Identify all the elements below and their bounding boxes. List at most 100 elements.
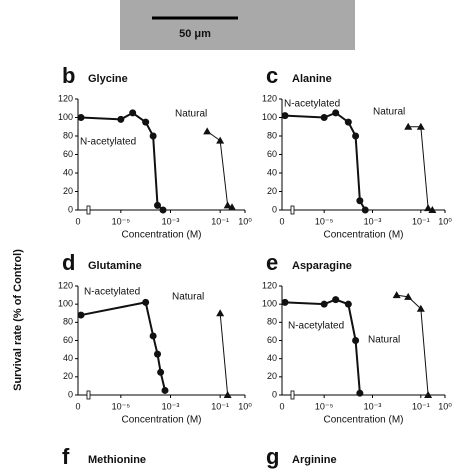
x-tick-label: 10⁰ bbox=[238, 401, 252, 411]
fit-line bbox=[284, 111, 367, 211]
point bbox=[216, 136, 225, 144]
x-zero-label: 0 bbox=[75, 401, 80, 411]
point bbox=[281, 112, 289, 120]
y-tick-label: 80 bbox=[63, 317, 73, 327]
point bbox=[77, 114, 85, 121]
panel-title: Glutamine bbox=[88, 260, 142, 272]
point bbox=[416, 122, 425, 130]
x-tick-label: 10⁻¹ bbox=[211, 401, 229, 411]
fit-line bbox=[284, 298, 361, 394]
x-tick-label: 10⁻¹ bbox=[412, 401, 430, 411]
x-axis-label: Concentration (M) bbox=[323, 230, 403, 241]
x-axis-label: Concentration (M) bbox=[323, 415, 403, 426]
axis-break bbox=[86, 205, 91, 215]
panel-title: Methionine bbox=[88, 454, 146, 466]
panel-letter: f bbox=[62, 444, 70, 469]
series-label: N-acetylated bbox=[80, 137, 136, 148]
x-tick-label: 10⁻³ bbox=[364, 401, 382, 411]
point bbox=[424, 391, 433, 398]
y-tick-label: 120 bbox=[58, 93, 73, 103]
point bbox=[223, 391, 232, 398]
point bbox=[117, 115, 125, 123]
point bbox=[344, 118, 352, 126]
scale-label: 50 μm bbox=[179, 28, 211, 40]
y-tick-label: 0 bbox=[68, 389, 73, 399]
point bbox=[154, 350, 162, 358]
point bbox=[404, 292, 413, 300]
micrograph bbox=[120, 0, 355, 50]
y-tick-label: 0 bbox=[272, 204, 277, 214]
x-tick-label: 10⁻⁵ bbox=[112, 401, 131, 411]
x-zero-label: 0 bbox=[279, 401, 284, 411]
series-label: Natural bbox=[368, 335, 400, 346]
point bbox=[149, 132, 157, 140]
point bbox=[77, 311, 85, 319]
point bbox=[159, 206, 167, 214]
y-tick-label: 100 bbox=[262, 299, 277, 309]
point bbox=[223, 201, 232, 209]
y-tick-label: 20 bbox=[267, 371, 277, 381]
series-label: N-acetylated bbox=[284, 99, 340, 110]
x-axis-label: Concentration (M) bbox=[121, 230, 201, 241]
point bbox=[149, 332, 157, 340]
series-label: N-acetylated bbox=[288, 321, 344, 332]
point bbox=[361, 206, 369, 214]
x-zero-label: 0 bbox=[279, 216, 284, 226]
x-tick-label: 10⁻¹ bbox=[211, 216, 229, 226]
panel-letter: g bbox=[266, 444, 279, 469]
point bbox=[320, 300, 328, 308]
fit-line bbox=[219, 313, 229, 396]
x-tick-label: 10⁰ bbox=[438, 401, 452, 411]
x-zero-label: 0 bbox=[75, 216, 80, 226]
y-tick-label: 60 bbox=[63, 335, 73, 345]
axis-break bbox=[86, 390, 91, 400]
point bbox=[161, 386, 169, 394]
point bbox=[344, 300, 352, 308]
y-tick-label: 20 bbox=[267, 186, 277, 196]
y-tick-label: 60 bbox=[267, 335, 277, 345]
x-tick-label: 10⁻⁵ bbox=[315, 401, 334, 411]
x-tick-label: 10⁰ bbox=[238, 216, 252, 226]
point bbox=[142, 298, 150, 306]
point bbox=[142, 118, 150, 126]
point bbox=[356, 389, 364, 397]
x-tick-label: 10⁰ bbox=[438, 216, 452, 226]
point bbox=[416, 304, 425, 312]
point bbox=[281, 298, 289, 306]
y-tick-label: 0 bbox=[68, 204, 73, 214]
fit-line bbox=[80, 301, 166, 391]
panel-letter: d bbox=[62, 250, 75, 275]
y-tick-label: 40 bbox=[63, 167, 73, 177]
fit-line bbox=[396, 294, 429, 396]
y-tick-label: 40 bbox=[63, 353, 73, 363]
panel-letter: c bbox=[266, 63, 278, 88]
y-tick-label: 20 bbox=[63, 186, 73, 196]
x-axis-label: Concentration (M) bbox=[121, 415, 201, 426]
fit-line bbox=[80, 111, 164, 211]
y-tick-label: 120 bbox=[58, 280, 73, 290]
series-label: Natural bbox=[373, 107, 405, 118]
y-tick-label: 100 bbox=[58, 112, 73, 122]
y-tick-label: 120 bbox=[262, 93, 277, 103]
y-tick-label: 100 bbox=[58, 299, 73, 309]
point bbox=[392, 291, 401, 299]
y-tick-label: 20 bbox=[63, 371, 73, 381]
y-tick-label: 100 bbox=[262, 112, 277, 122]
panel-letter: e bbox=[266, 250, 278, 275]
y-tick-label: 0 bbox=[272, 389, 277, 399]
y-tick-label: 80 bbox=[63, 130, 73, 140]
x-tick-label: 10⁻³ bbox=[364, 216, 382, 226]
x-tick-label: 10⁻⁵ bbox=[112, 216, 131, 226]
x-tick-label: 10⁻³ bbox=[162, 216, 180, 226]
series-label: Natural bbox=[172, 292, 204, 303]
point bbox=[320, 114, 328, 121]
point bbox=[356, 197, 364, 205]
y-axis-label: Survival rate (% of Control) bbox=[12, 249, 24, 391]
y-tick-label: 40 bbox=[267, 353, 277, 363]
panel-title: Arginine bbox=[292, 454, 337, 466]
point bbox=[428, 206, 437, 213]
point bbox=[228, 203, 237, 211]
point bbox=[332, 296, 340, 304]
series-label: Natural bbox=[175, 109, 207, 120]
